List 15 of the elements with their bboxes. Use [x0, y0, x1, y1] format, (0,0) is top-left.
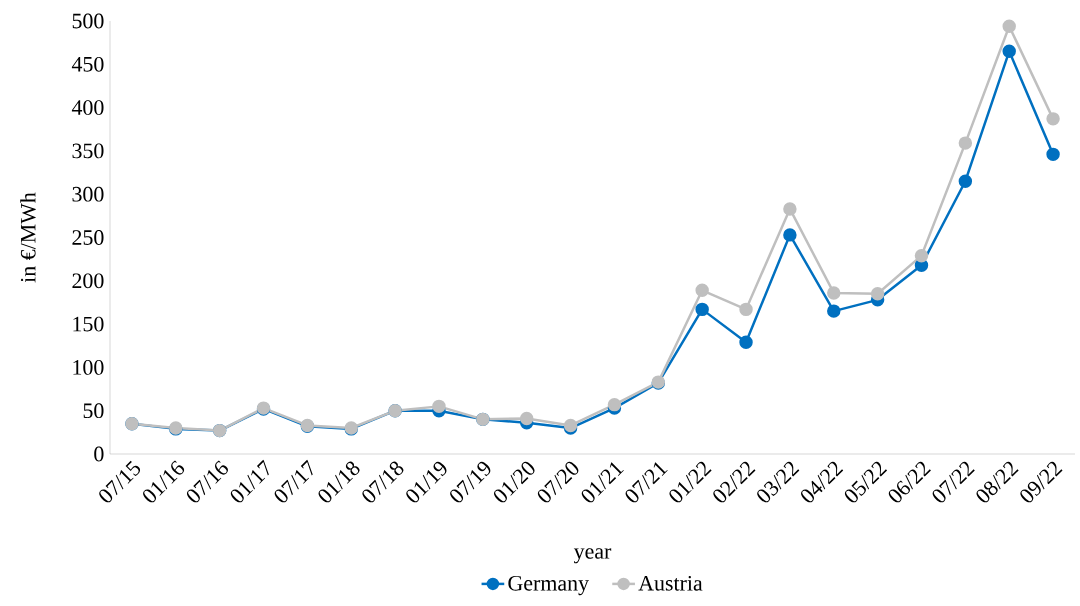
y-tick-label: 300 — [72, 186, 104, 202]
y-tick-label: 450 — [71, 56, 104, 72]
y-axis-title: in €/MWh — [20, 192, 36, 283]
y-tick-label: 400 — [71, 100, 104, 115]
y-tick-label: 0 — [94, 446, 104, 462]
y-tick-label: 500 — [72, 13, 104, 29]
y-tick-label: 200 — [72, 273, 104, 289]
y-tick-label: 250 — [72, 230, 104, 245]
x-axis-title: year — [573, 548, 612, 564]
y-tick-label: 350 — [72, 143, 104, 159]
legend-label: Austria — [638, 575, 703, 591]
y-tick-label: 100 — [73, 360, 104, 375]
y-tick-label: 150 — [73, 316, 104, 332]
legend-label: Germany — [508, 575, 589, 596]
y-tick-label: 50 — [83, 403, 104, 419]
